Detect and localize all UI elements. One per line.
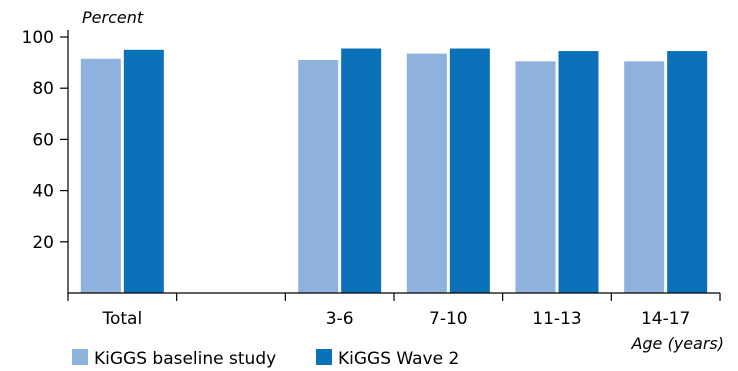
y-tick-label: 100 [22, 28, 54, 48]
bar-baseline-14-17 [624, 61, 665, 293]
x-tick-label: 14-17 [641, 309, 690, 329]
bar-wave2-14-17 [667, 51, 708, 293]
bar-baseline-11-13 [515, 61, 556, 293]
x-tick-label: 11-13 [532, 309, 581, 329]
x-axis: Total 3-6 7-10 11-13 14-17 [67, 292, 721, 329]
y-tick-label: 20 [32, 233, 54, 253]
y-tick-label: 60 [32, 130, 54, 150]
bar-baseline-Total [80, 58, 121, 294]
bar-wave2-3-6 [341, 48, 382, 293]
bar-wave2-11-13 [558, 51, 599, 293]
legend-swatch [316, 349, 332, 365]
x-tick-label: Total [101, 309, 142, 329]
bars [80, 48, 708, 294]
bar-baseline-3-6 [298, 60, 339, 293]
y-axis: 20 40 60 80 100 [22, 28, 69, 293]
bar-baseline-7-10 [406, 53, 447, 293]
y-axis-title: Percent [82, 8, 144, 27]
legend: KiGGS baseline study KiGGS Wave 2 [72, 349, 459, 369]
bar-wave2-Total [123, 49, 164, 293]
legend-swatch [72, 349, 88, 365]
bar-wave2-7-10 [449, 48, 490, 293]
legend-label: KiGGS Wave 2 [338, 349, 459, 369]
x-tick-label: 3-6 [326, 309, 354, 329]
legend-label: KiGGS baseline study [94, 349, 276, 369]
x-axis-title: Age (years) [630, 334, 724, 353]
y-tick-label: 40 [32, 182, 54, 202]
x-tick-label: 7-10 [429, 309, 468, 329]
y-tick-label: 80 [32, 79, 54, 99]
